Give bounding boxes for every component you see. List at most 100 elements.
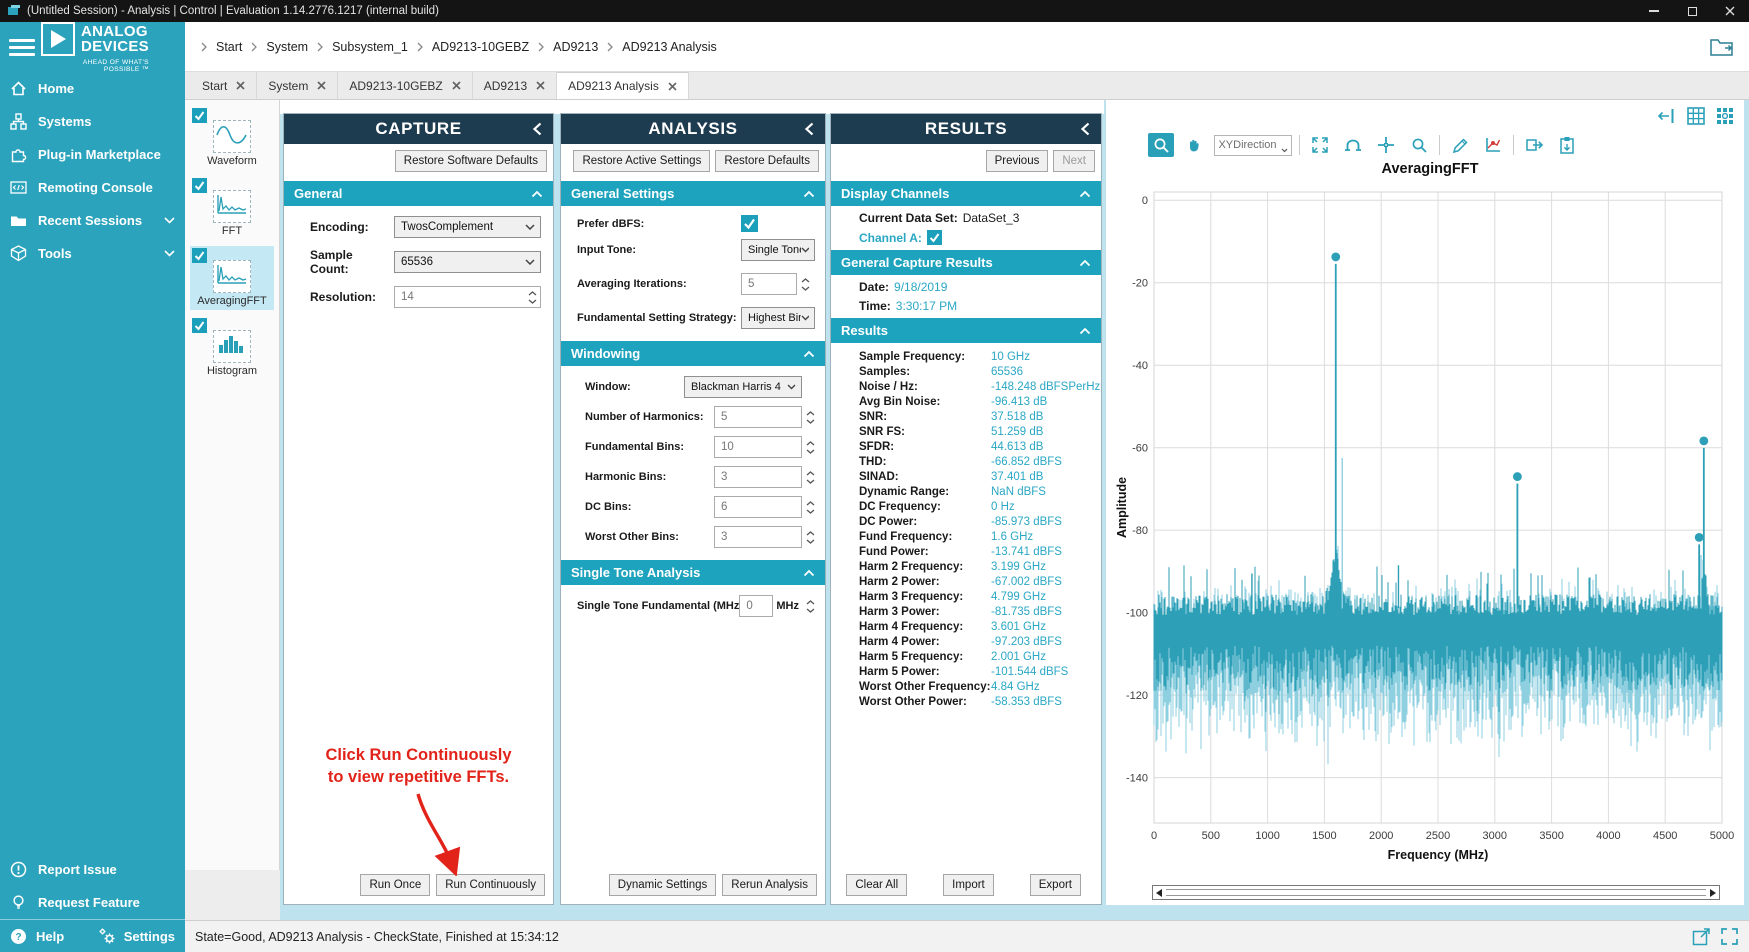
- fft-plot[interactable]: 0 500 1000 1500 2000 2500 3000 3500 4000 4500 5000…: [1114, 184, 1736, 879]
- restore-defaults-button[interactable]: Restore Defaults: [715, 150, 819, 172]
- encoding-select[interactable]: TwosComplement: [394, 216, 541, 238]
- breadcrumb-item[interactable]: System: [251, 40, 308, 54]
- tab-close-icon[interactable]: [236, 81, 245, 90]
- grid-view-icon[interactable]: [1687, 107, 1705, 125]
- resolution-input[interactable]: [401, 291, 524, 303]
- collapse-left-icon[interactable]: [804, 122, 814, 136]
- rerun-analysis-button[interactable]: Rerun Analysis: [722, 874, 817, 896]
- general-settings-section[interactable]: General Settings: [561, 181, 825, 206]
- stepper-down-icon[interactable]: [806, 449, 815, 454]
- windowing-stepper[interactable]: [806, 470, 815, 484]
- breadcrumb-item[interactable]: Start: [201, 40, 242, 54]
- sidebar-item-home[interactable]: Home: [0, 72, 185, 105]
- collapse-left-icon[interactable]: [1080, 122, 1090, 136]
- breadcrumb-item[interactable]: Subsystem_1: [317, 40, 408, 54]
- windowing-value[interactable]: 3: [721, 531, 728, 543]
- stepper-down-icon[interactable]: [806, 419, 815, 424]
- dock-panel-icon[interactable]: [1657, 107, 1676, 125]
- maximize-button[interactable]: [1673, 0, 1711, 22]
- help-icon[interactable]: ?: [10, 928, 27, 945]
- document-tab[interactable]: System: [257, 72, 339, 99]
- stepper-up-icon[interactable]: [806, 530, 815, 536]
- close-button[interactable]: [1711, 0, 1749, 22]
- fullscreen-icon[interactable]: [1720, 927, 1739, 946]
- resolution-stepper[interactable]: [528, 290, 537, 304]
- stepper-up-icon[interactable]: [806, 470, 815, 476]
- scrollbar-track[interactable]: [1166, 889, 1706, 896]
- waveform-checkbox[interactable]: [192, 108, 207, 123]
- averaging-stepper[interactable]: [801, 277, 810, 291]
- display-channels-section[interactable]: Display Channels: [831, 181, 1101, 206]
- windowing-stepper[interactable]: [806, 500, 815, 514]
- help-label[interactable]: Help: [36, 928, 65, 944]
- next-button[interactable]: Next: [1053, 150, 1095, 172]
- zoom-window-button[interactable]: [1406, 133, 1432, 157]
- sidebar-item-tools[interactable]: Tools: [0, 237, 185, 270]
- export-button[interactable]: Export: [1029, 874, 1081, 896]
- minimize-button[interactable]: [1635, 0, 1673, 22]
- tool-item-fft[interactable]: FFT: [190, 176, 274, 240]
- crosshair-button[interactable]: [1373, 133, 1399, 157]
- windowing-value[interactable]: 3: [721, 471, 728, 483]
- file-browser-icon[interactable]: [1709, 35, 1735, 57]
- tab-close-icon[interactable]: [317, 81, 326, 90]
- tool-item-averagingfft[interactable]: AveragingFFT: [190, 246, 274, 310]
- chart-settings-icon[interactable]: [1716, 107, 1734, 125]
- single-tone-stepper[interactable]: [806, 599, 815, 613]
- capture-general-section[interactable]: General: [284, 181, 553, 206]
- stepper-down-icon[interactable]: [806, 608, 815, 613]
- tab-close-icon[interactable]: [668, 81, 677, 91]
- marker-plot-button[interactable]: [1480, 133, 1506, 157]
- clear-all-button[interactable]: Clear All: [846, 874, 908, 896]
- document-tab[interactable]: Start: [191, 72, 258, 99]
- fundamental-strategy-select[interactable]: Highest Bin: [741, 307, 815, 329]
- restore-active-settings-button[interactable]: Restore Active Settings: [573, 150, 711, 172]
- settings-button[interactable]: Settings: [98, 927, 175, 946]
- windowing-stepper[interactable]: [806, 440, 815, 454]
- sidebar-item-plugin-marketplace[interactable]: Plug-in Marketplace: [0, 138, 185, 171]
- sidebar-item-recent-sessions[interactable]: Recent Sessions: [0, 204, 185, 237]
- pan-hand-button[interactable]: [1181, 133, 1207, 157]
- single-tone-input[interactable]: [746, 600, 770, 612]
- windowing-value[interactable]: 5: [721, 411, 728, 423]
- window-select[interactable]: Blackman Harris 4: [684, 376, 802, 398]
- results-section[interactable]: Results: [831, 318, 1101, 343]
- stepper-up-icon[interactable]: [801, 277, 810, 283]
- copy-clipboard-button[interactable]: [1554, 133, 1580, 157]
- channel-a-checkbox[interactable]: [926, 230, 942, 245]
- chart-horizontal-scrollbar[interactable]: [1152, 885, 1720, 900]
- single-tone-section[interactable]: Single Tone Analysis: [561, 560, 825, 585]
- stepper-down-icon[interactable]: [801, 286, 810, 291]
- tab-close-icon[interactable]: [452, 81, 461, 90]
- export-image-button[interactable]: [1521, 133, 1547, 157]
- restore-software-defaults-button[interactable]: Restore Software Defaults: [394, 150, 547, 172]
- sample-count-select[interactable]: 65536: [394, 251, 541, 273]
- zoom-fit-button[interactable]: [1307, 133, 1333, 157]
- annotate-button[interactable]: [1447, 133, 1473, 157]
- stepper-up-icon[interactable]: [528, 290, 537, 296]
- averagingfft-checkbox[interactable]: [192, 248, 207, 263]
- import-button[interactable]: Import: [943, 874, 994, 896]
- breadcrumb-item[interactable]: AD9213 Analysis: [607, 40, 717, 54]
- dynamic-settings-button[interactable]: Dynamic Settings: [608, 874, 717, 896]
- xy-direction-select[interactable]: XYDirection: [1214, 134, 1292, 156]
- undo-zoom-button[interactable]: [1340, 133, 1366, 157]
- previous-button[interactable]: Previous: [985, 150, 1049, 172]
- tab-close-icon[interactable]: [536, 81, 545, 90]
- stepper-down-icon[interactable]: [528, 299, 537, 304]
- windowing-section[interactable]: Windowing: [561, 341, 825, 366]
- stepper-up-icon[interactable]: [806, 599, 815, 605]
- stepper-up-icon[interactable]: [806, 440, 815, 446]
- histogram-checkbox[interactable]: [192, 318, 207, 333]
- menu-hamburger-icon[interactable]: [9, 38, 35, 56]
- report-issue-button[interactable]: Report Issue: [0, 853, 185, 886]
- breadcrumb-item[interactable]: AD9213-10GEBZ: [417, 40, 529, 54]
- windowing-stepper[interactable]: [806, 410, 815, 424]
- stepper-down-icon[interactable]: [806, 509, 815, 514]
- tool-item-waveform[interactable]: Waveform: [190, 106, 274, 170]
- windowing-value[interactable]: 6: [721, 501, 728, 513]
- windowing-stepper[interactable]: [806, 530, 815, 544]
- fft-checkbox[interactable]: [192, 178, 207, 193]
- tool-item-histogram[interactable]: Histogram: [190, 316, 274, 380]
- scroll-right-icon[interactable]: [1710, 888, 1716, 897]
